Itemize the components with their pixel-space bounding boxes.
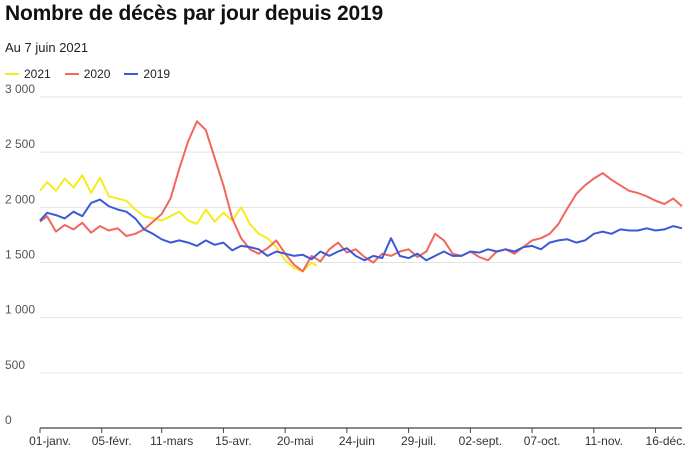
legend-item-2021: 2021 <box>5 67 51 81</box>
legend-item-2019: 2019 <box>124 67 170 81</box>
legend: 2021 2020 2019 <box>5 67 184 81</box>
legend-label-2021: 2021 <box>24 67 51 81</box>
x-tick-label: 07-oct. <box>524 434 561 448</box>
y-tick-label: 1 500 <box>5 248 35 262</box>
legend-label-2020: 2020 <box>83 67 111 81</box>
y-tick-label: 0 <box>5 413 12 427</box>
legend-swatch-2020 <box>64 73 79 75</box>
legend-swatch-2021 <box>5 73 19 75</box>
chart-subtitle: Au 7 juin 2021 <box>5 40 89 55</box>
x-tick-label: 20-mai <box>277 434 314 448</box>
legend-swatch-2019 <box>124 73 139 75</box>
x-tick-label: 16-déc. <box>646 434 686 448</box>
x-tick-label: 11-nov. <box>585 434 623 448</box>
y-tick-label: 3 000 <box>5 82 35 96</box>
x-tick-label: 24-juin <box>339 434 375 448</box>
x-tick-label: 02-sept. <box>459 434 502 448</box>
y-tick-label: 1 000 <box>5 303 35 317</box>
y-tick-label: 2 500 <box>5 137 35 151</box>
x-tick-label: 01-janv. <box>29 434 71 448</box>
series-line-2020 <box>39 120 683 273</box>
y-tick-label: 500 <box>5 358 25 372</box>
x-tick-label: 11-mars <box>150 434 193 448</box>
y-tick-label: 2 000 <box>5 192 35 206</box>
legend-label-2019: 2019 <box>143 67 171 81</box>
x-tick-label: 15-avr. <box>215 434 252 448</box>
x-tick-label: 29-juil. <box>401 434 436 448</box>
series-line-2019 <box>39 198 683 262</box>
chart-title: Nombre de décès par jour depuis 2019 <box>5 2 383 25</box>
x-tick-label: 05-févr. <box>92 434 132 448</box>
legend-item-2020: 2020 <box>64 67 111 81</box>
